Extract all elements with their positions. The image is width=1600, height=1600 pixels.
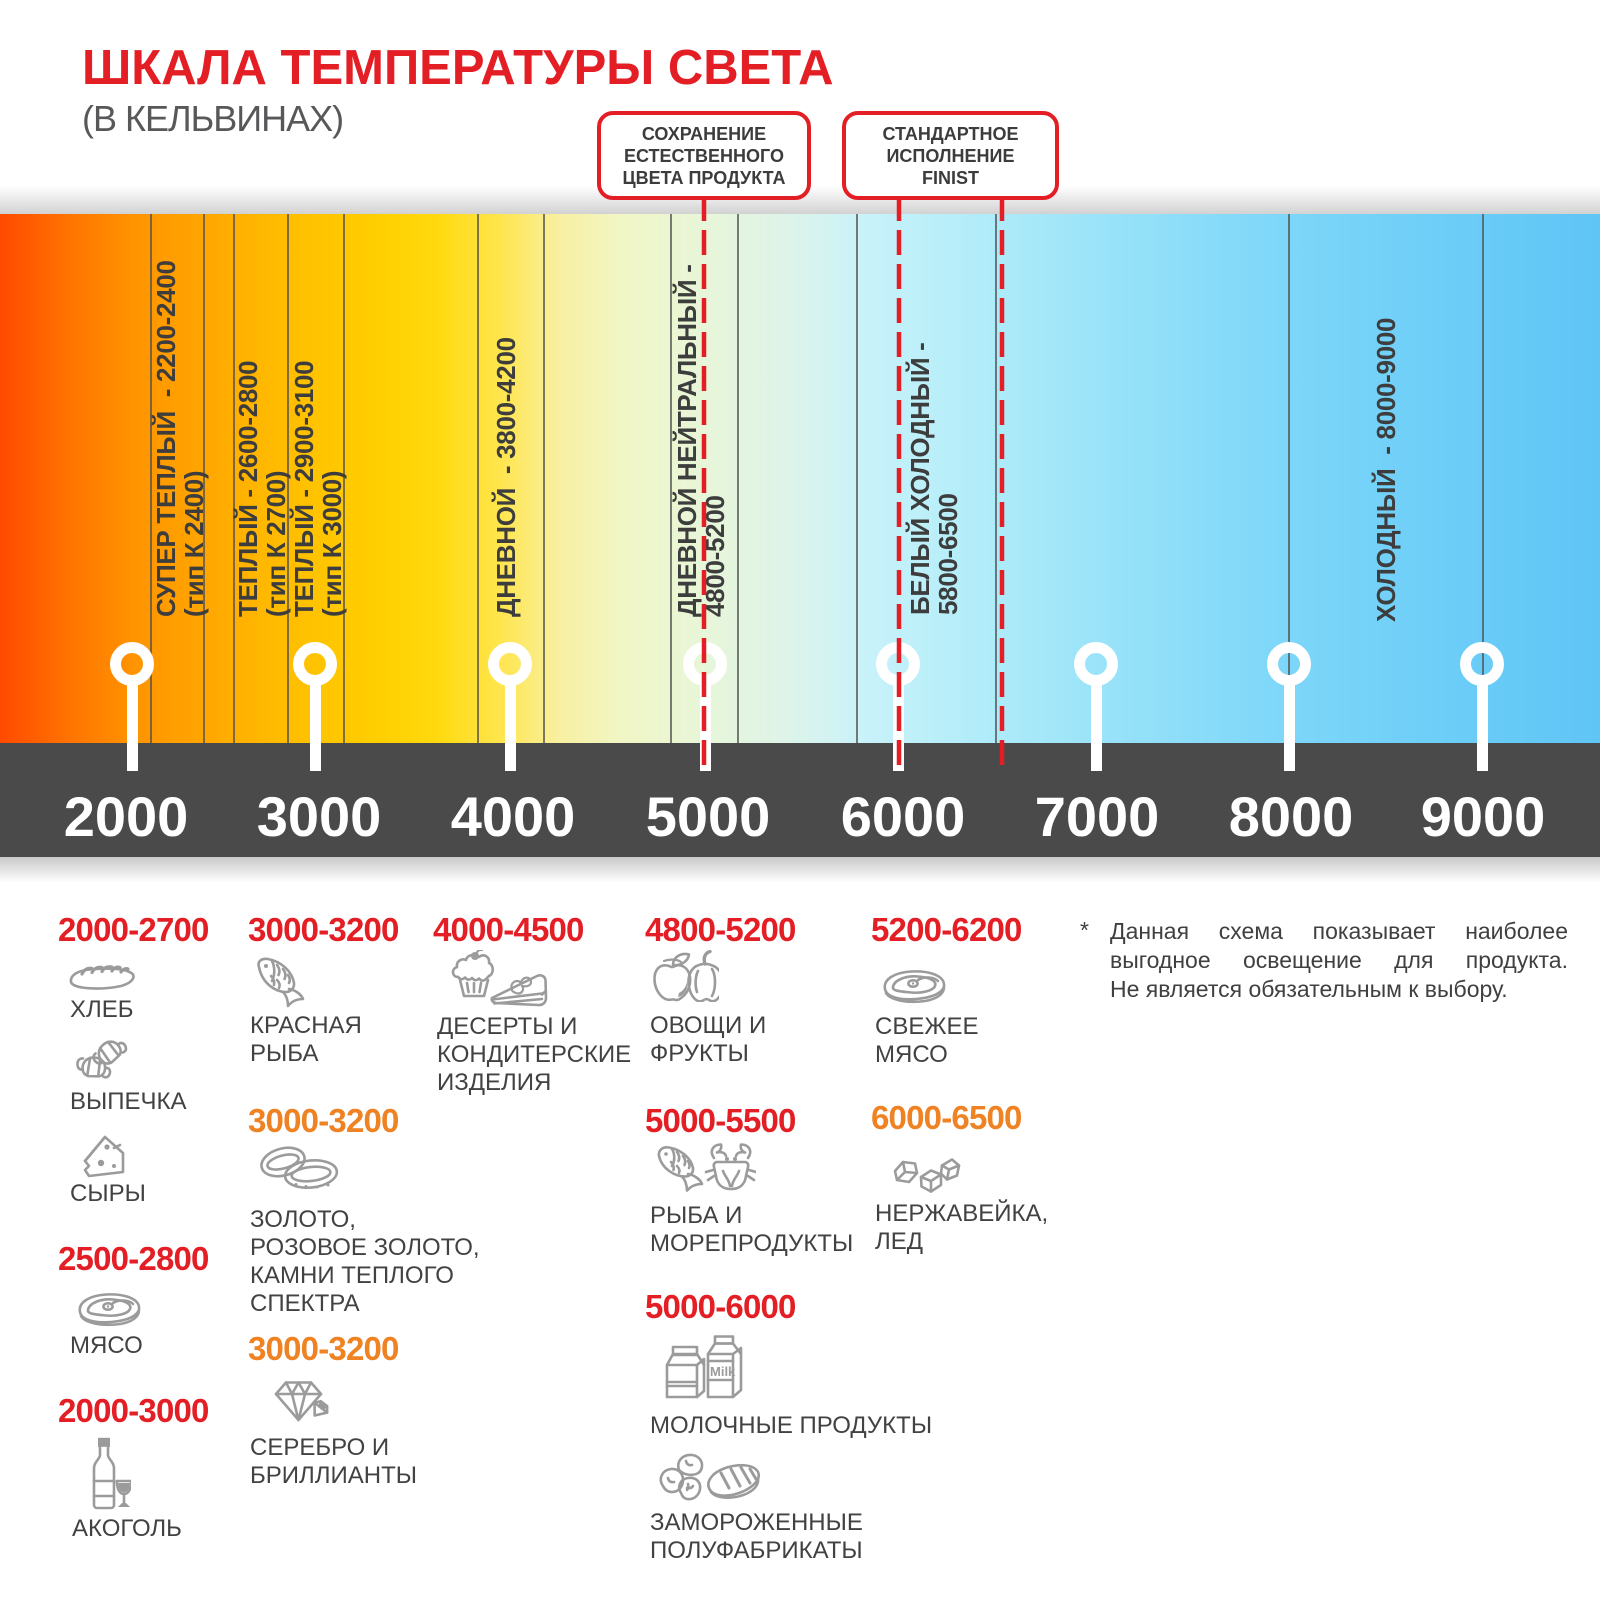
svg-text:Milk: Milk [710, 1364, 736, 1379]
